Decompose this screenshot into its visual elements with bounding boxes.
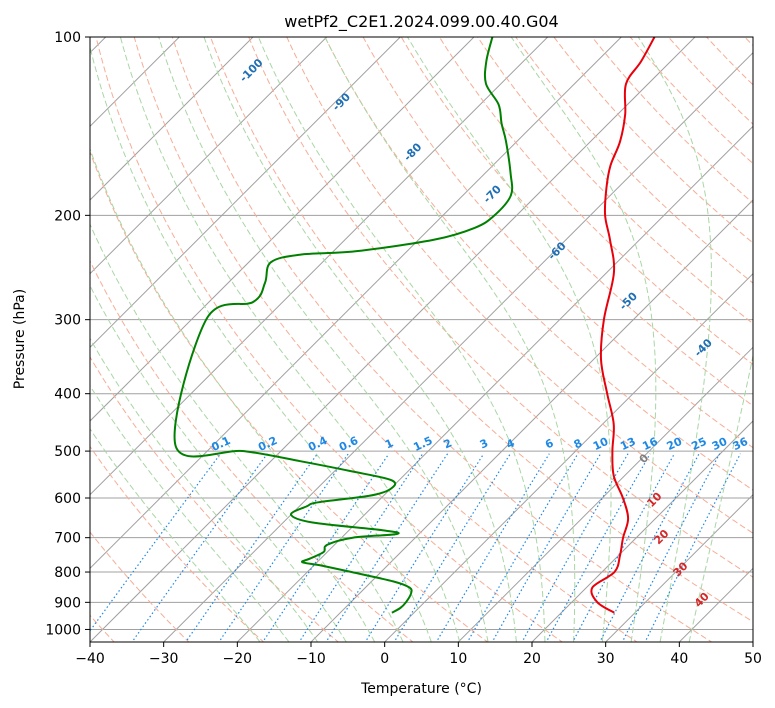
mixing-ratio-label: 25 [689, 435, 708, 453]
moist-adiabat-28 [407, 37, 612, 642]
isobar-grid [90, 37, 753, 630]
moist-adiabat-8 [119, 37, 461, 642]
y-tick-label: 500 [54, 444, 81, 460]
dry-adiabat-60 [248, 37, 753, 578]
mixing-ratio-label: 10 [591, 435, 611, 453]
dry-adiabat-110 [438, 37, 753, 366]
profiles [173, 37, 656, 614]
x-tick-label: 20 [523, 651, 541, 667]
x-axis: −40 −30 −20 −10 0 10 20 30 40 50 [75, 642, 762, 667]
moist-adiabat-20 [257, 37, 546, 642]
x-tick-label: 0 [380, 651, 389, 667]
dry-adiabat-130 [515, 37, 753, 284]
y-tick-label: 400 [54, 387, 81, 403]
isotherm-30 [605, 493, 753, 642]
isotherm--10 [310, 199, 753, 642]
moist-adiabat--20 [90, 427, 261, 642]
moist-adiabat-36 [637, 37, 712, 642]
isotherm-grid [90, 37, 753, 642]
moist-adiabat-40 [688, 353, 753, 642]
isotherm--80 [90, 37, 401, 349]
y-tick-label: 900 [54, 595, 81, 611]
mixing-ratio-line-13 [545, 453, 651, 642]
x-tick-label: −20 [223, 651, 253, 667]
mixing-ratio-line-6 [325, 453, 449, 642]
mixing-ratio-label: 13 [618, 435, 637, 453]
mixing-ratio-line-15 [599, 453, 700, 642]
isotherm-20 [531, 420, 753, 642]
dry-adiabat-10 [90, 150, 489, 642]
dry-adiabat-30 [133, 37, 638, 642]
mixing-ratio-line-0 [90, 453, 221, 632]
moist-adiabat-24 [324, 37, 576, 642]
dry-adiabat-70 [286, 37, 753, 534]
moist-adiabat-12 [158, 37, 489, 642]
dry-adiabat--30 [90, 531, 190, 642]
isotherm--100 [90, 37, 254, 201]
mixing-ratio-label: 16 [640, 435, 660, 453]
mixing-ratio-line-12 [521, 453, 629, 642]
isotherm--60 [90, 37, 549, 496]
moist-adiabat-0 [90, 147, 404, 642]
mixing-ratio-lines [90, 453, 741, 642]
x-tick-label: 40 [670, 651, 688, 667]
isotherm--40 [90, 37, 696, 642]
dry-adiabat-20 [95, 37, 564, 642]
mixing-ratio-label: 30 [710, 435, 730, 453]
mixing-ratio-line-11 [491, 453, 602, 642]
y-tick-label: 100 [54, 30, 81, 46]
moist-adiabat--4 [90, 222, 376, 642]
moist-adiabats [90, 37, 753, 642]
isotherm--50 [90, 37, 622, 570]
isotherm--30 [163, 51, 753, 642]
y-tick-label: 300 [54, 313, 81, 329]
dry-adiabat--10 [90, 356, 340, 642]
chart-title: wetPf2_C2E1.2024.099.00.40.G04 [284, 12, 558, 32]
y-axis-title: Pressure (hPa) [12, 289, 28, 389]
y-tick-label: 200 [54, 208, 81, 224]
dry-adiabat-100 [400, 37, 753, 407]
mixing-ratio-label: 20 [665, 435, 685, 453]
x-tick-label: −40 [75, 651, 105, 667]
mixing-ratio-line-3 [218, 453, 349, 642]
mixing-ratio-line-8 [393, 453, 511, 642]
dry-adiabats [90, 37, 753, 642]
y-tick-label: 1000 [45, 622, 81, 638]
isotherm--90 [90, 37, 328, 275]
moist-adiabat-32 [510, 37, 657, 642]
moist-adiabat-16 [203, 37, 517, 642]
x-tick-label: 30 [597, 651, 615, 667]
x-tick-label: 50 [744, 651, 762, 667]
y-tick-label: 800 [54, 565, 81, 581]
temperature-profile [590, 37, 656, 614]
dry-adiabat-0 [90, 259, 414, 642]
dewpoint-profile [173, 37, 514, 614]
moist-adiabat--16 [90, 384, 290, 642]
mixing-ratio-line-7 [364, 453, 485, 642]
mixing-ratio-line-1 [131, 453, 268, 642]
isotherm-10 [457, 346, 753, 642]
y-tick-label: 700 [54, 531, 81, 547]
x-tick-label: −10 [296, 651, 326, 667]
y-tick-label: 600 [54, 491, 81, 507]
moist-adiabat--8 [90, 284, 347, 642]
x-axis-title: Temperature (°C) [360, 681, 482, 697]
mixing-ratio-line-16 [621, 453, 721, 642]
dry-adiabat-40 [171, 37, 713, 642]
x-tick-label: −30 [149, 651, 179, 667]
moist-adiabat-4 [90, 44, 432, 642]
plot-frame [89, 36, 754, 643]
isotherm--70 [90, 37, 475, 422]
y-axis: 100 200 300 400 500 600 700 800 900 1000 [45, 30, 90, 638]
mixing-ratio-line-5 [298, 453, 424, 642]
mixing-ratio-line-2 [185, 453, 318, 642]
x-tick-label: 10 [449, 651, 467, 667]
mixing-ratio-label: 36 [731, 435, 751, 453]
dry-adiabat-80 [324, 37, 753, 491]
isotherm-0 [384, 272, 753, 642]
moist-adiabat--12 [90, 337, 319, 642]
